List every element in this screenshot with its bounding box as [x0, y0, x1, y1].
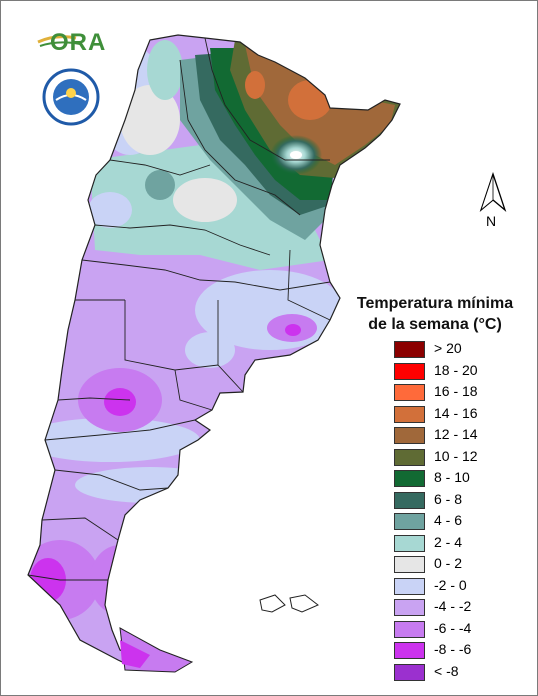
legend-label: -2 - 0 — [434, 576, 467, 593]
logo-swoosh — [37, 35, 81, 47]
legend-title-line2: de la semana (°C) — [368, 316, 502, 333]
legend-swatch — [394, 577, 425, 595]
tierra-del-fuego — [119, 627, 194, 673]
legend-label: 12 - 14 — [434, 426, 478, 442]
legend-label: -6 - -4 — [434, 619, 472, 636]
legend-title-line1: Temperatura mínima — [356, 295, 514, 312]
legend-swatch — [394, 427, 425, 444]
malvinas-islands — [259, 594, 319, 613]
legend-swatch — [394, 513, 425, 530]
legend-swatch — [394, 448, 425, 466]
legend-label: 16 - 18 — [434, 383, 478, 399]
legend-label: < -8 — [434, 662, 459, 679]
legend-label: 10 - 12 — [434, 447, 478, 464]
legend-label: 14 - 16 — [434, 404, 478, 421]
legend-swatch — [394, 642, 425, 659]
north-label: N — [486, 213, 497, 229]
legend-label: -4 - -2 — [434, 598, 472, 614]
legend-swatch — [394, 599, 425, 616]
legend-label: 8 - 10 — [434, 469, 470, 485]
legend-label: 2 - 4 — [434, 533, 463, 550]
legend-swatch — [394, 534, 425, 552]
legend-swatch — [394, 341, 425, 358]
smn-seal-icon — [42, 68, 100, 126]
province-boundaries — [27, 34, 401, 669]
north-arrow-icon — [478, 171, 508, 230]
ora-logo: ORA — [36, 28, 106, 56]
logo-text: ORA — [50, 29, 107, 56]
legend-label: 0 - 2 — [434, 555, 463, 571]
legend-swatch — [394, 663, 425, 681]
legend-swatch — [394, 362, 425, 380]
legend-swatch — [394, 620, 425, 638]
legend-swatch — [394, 384, 425, 401]
legend-label: 18 - 20 — [434, 361, 478, 378]
legend-swatch — [394, 405, 425, 423]
legend-label: 6 - 8 — [434, 490, 463, 507]
legend-label: > 20 — [434, 340, 462, 356]
legend: Temperatura mínima de la semana (°C) > 2… — [340, 293, 530, 681]
legend-label: 4 - 6 — [434, 512, 463, 528]
legend-swatch — [394, 491, 425, 509]
legend-label: -8 - -6 — [434, 641, 472, 657]
legend-swatch — [394, 556, 425, 573]
legend-swatch — [394, 470, 425, 487]
